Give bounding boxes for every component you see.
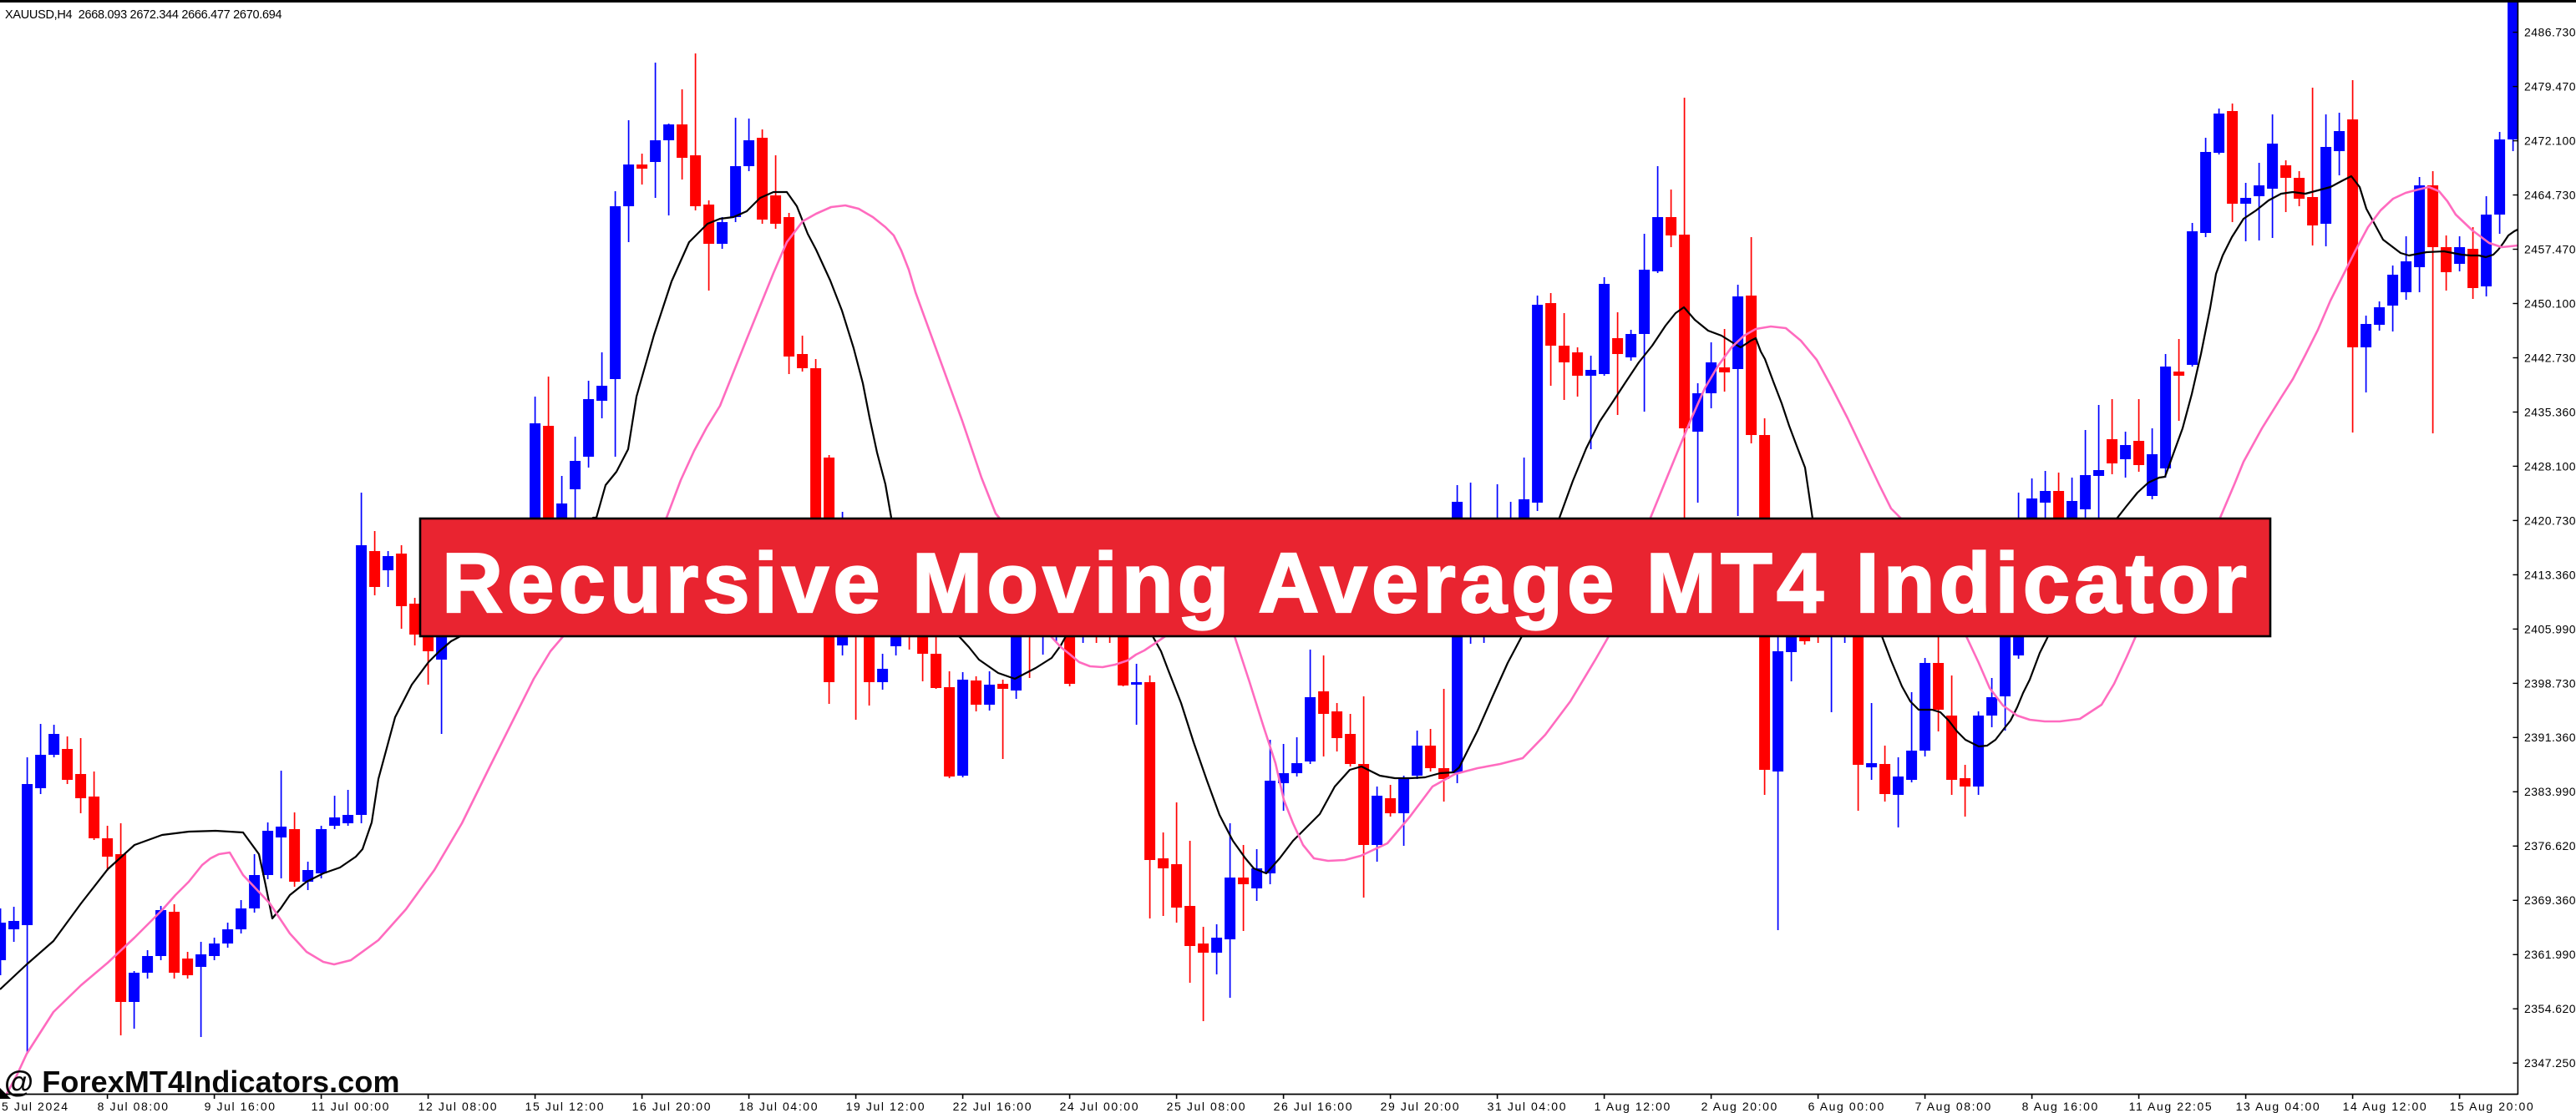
svg-text:Recursive Moving Average MT4 I: Recursive Moving Average MT4 Indicator (442, 537, 2251, 630)
svg-text:2 Aug 20:00: 2 Aug 20:00 (1701, 1100, 1778, 1113)
svg-text:2361.990: 2361.990 (2524, 948, 2576, 961)
svg-text:2391.360: 2391.360 (2524, 731, 2576, 744)
svg-text:13 Aug 04:00: 13 Aug 04:00 (2236, 1100, 2321, 1113)
svg-text:31 Jul 04:00: 31 Jul 04:00 (1488, 1100, 1567, 1113)
svg-text:11 Aug 22:05: 11 Aug 22:05 (2129, 1100, 2213, 1113)
svg-text:19 Jul 12:00: 19 Jul 12:00 (846, 1100, 925, 1113)
svg-text:1 Aug 12:00: 1 Aug 12:00 (1595, 1100, 1671, 1113)
svg-text:6 Aug 00:00: 6 Aug 00:00 (1808, 1100, 1885, 1113)
svg-text:7 Aug 08:00: 7 Aug 08:00 (1915, 1100, 1992, 1113)
svg-text:11 Jul 00:00: 11 Jul 00:00 (312, 1100, 390, 1113)
svg-text:5 Jul 2024: 5 Jul 2024 (2, 1100, 69, 1113)
svg-text:2398.730: 2398.730 (2524, 676, 2576, 690)
svg-text:2435.360: 2435.360 (2524, 405, 2576, 418)
svg-text:2413.360: 2413.360 (2524, 568, 2576, 581)
svg-text:9 Jul 16:00: 9 Jul 16:00 (205, 1100, 276, 1113)
svg-text:8 Aug 16:00: 8 Aug 16:00 (2022, 1100, 2099, 1113)
svg-text:2457.470: 2457.470 (2524, 242, 2576, 255)
svg-text:2405.990: 2405.990 (2524, 622, 2576, 635)
svg-text:18 Jul 04:00: 18 Jul 04:00 (739, 1100, 819, 1113)
svg-text:8 Jul 08:00: 8 Jul 08:00 (98, 1100, 170, 1113)
svg-text:2347.250: 2347.250 (2524, 1056, 2576, 1070)
svg-text:2369.360: 2369.360 (2524, 893, 2576, 907)
svg-text:15 Jul 12:00: 15 Jul 12:00 (525, 1100, 605, 1113)
svg-text:2376.620: 2376.620 (2524, 839, 2576, 852)
svg-text:14 Aug 12:00: 14 Aug 12:00 (2343, 1100, 2428, 1113)
svg-text:2472.100: 2472.100 (2524, 134, 2576, 148)
svg-text:2479.470: 2479.470 (2524, 80, 2576, 94)
svg-text:@ ForexMT4Indicators.com: @ ForexMT4Indicators.com (4, 1065, 400, 1099)
svg-text:2428.100: 2428.100 (2524, 459, 2576, 473)
svg-text:2450.100: 2450.100 (2524, 296, 2576, 310)
svg-text:2420.730: 2420.730 (2524, 513, 2576, 527)
svg-text:24 Jul 00:00: 24 Jul 00:00 (1060, 1100, 1139, 1113)
svg-text:25 Jul 08:00: 25 Jul 08:00 (1167, 1100, 1246, 1113)
svg-text:2354.620: 2354.620 (2524, 1002, 2576, 1015)
svg-text:2464.730: 2464.730 (2524, 188, 2576, 201)
svg-text:16 Jul 20:00: 16 Jul 20:00 (632, 1100, 712, 1113)
svg-text:XAUUSD,H4 2668.093 2672.344 2: XAUUSD,H4 2668.093 2672.344 2666.477 267… (5, 8, 281, 22)
svg-text:2383.990: 2383.990 (2524, 785, 2576, 798)
svg-text:12 Jul 08:00: 12 Jul 08:00 (418, 1100, 498, 1113)
svg-text:22 Jul 16:00: 22 Jul 16:00 (953, 1100, 1032, 1113)
svg-text:26 Jul 16:00: 26 Jul 16:00 (1274, 1100, 1353, 1113)
svg-text:2442.730: 2442.730 (2524, 351, 2576, 364)
svg-text:29 Jul 20:00: 29 Jul 20:00 (1381, 1100, 1460, 1113)
svg-text:15 Aug 20:00: 15 Aug 20:00 (2450, 1100, 2535, 1113)
svg-text:2486.730: 2486.730 (2524, 26, 2576, 39)
